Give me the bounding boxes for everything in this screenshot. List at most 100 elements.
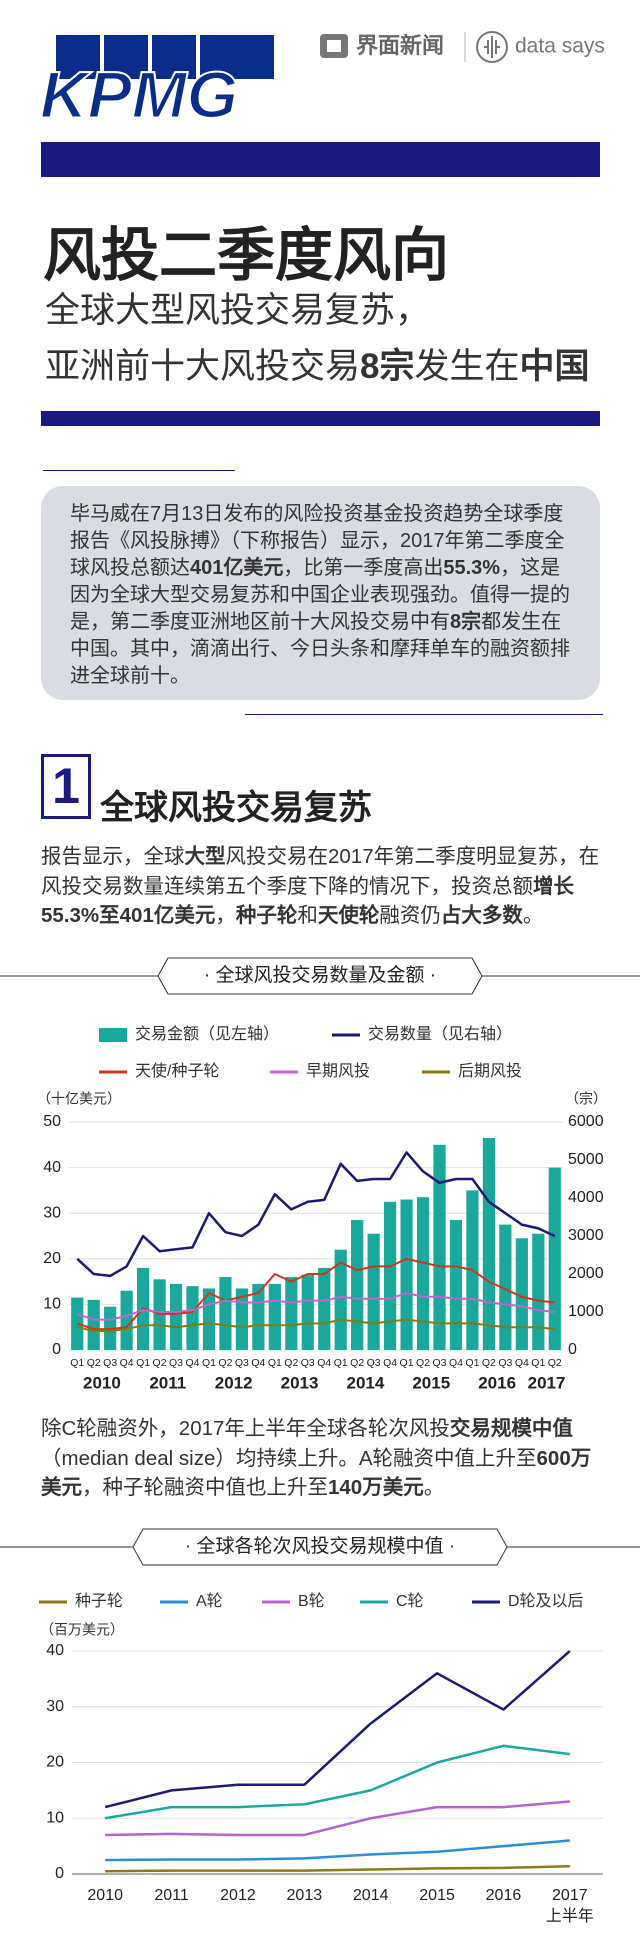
text-run: 毕马威在7月13日发布的风险投资基金投资趋势全球季度报告《风投脉搏》（下称报告）… — [70, 503, 565, 579]
year-label: 2016 — [478, 1373, 516, 1392]
banner-frame — [157, 957, 483, 995]
logo-text: KPMG — [40, 57, 238, 131]
y2-axis-label: （宗） — [565, 1091, 607, 1107]
x-tick-label: Q1 — [400, 1357, 414, 1369]
legend-label: 交易金额（见左轴） — [135, 1025, 279, 1043]
y2-tick-label: 2000 — [568, 1265, 604, 1282]
text-run: 除C轮融资外，2017年上半年全球各轮次风投 — [41, 1417, 450, 1440]
bar — [416, 1197, 430, 1350]
bar — [301, 1274, 314, 1350]
y-tick-label: 30 — [43, 1204, 61, 1221]
text-run: ，比第一季度高出 — [283, 557, 444, 579]
bar — [318, 1267, 331, 1350]
text-run: 风投交易在2017年第二季度明显复苏，在风投交易数量连续第五个季度下降的情况下，… — [41, 845, 600, 898]
year-label: 2017 — [528, 1373, 566, 1392]
y2-tick-label: 6000 — [568, 1113, 604, 1130]
paragraph: 除C轮融资外，2017年上半年全球各轮次风投交易规模中值 （median deal… — [41, 1414, 603, 1503]
year-label: 2014 — [346, 1373, 384, 1392]
text-run: 发生在 — [414, 347, 520, 386]
logo-block — [104, 35, 148, 79]
bar — [169, 1283, 183, 1350]
x-tick-label: Q2 — [218, 1357, 232, 1369]
series-line — [76, 1151, 556, 1278]
bar — [219, 1277, 232, 1350]
text-run: ， — [215, 904, 236, 928]
y2-tick-label: 5000 — [568, 1151, 604, 1168]
legend-label: D轮及以后 — [508, 1592, 584, 1610]
chart-title: · 全球风投交易数量及金额 · — [204, 964, 436, 986]
legend-label: B轮 — [298, 1592, 325, 1610]
text-run: 都发生在中国。其中，滴滴出行、今日头条和摩拜单车的融资额排进全球前十。 — [70, 611, 570, 687]
bar — [384, 1201, 397, 1350]
x-tick-label: Q4 — [317, 1357, 331, 1369]
bold-text: 大型 — [184, 845, 226, 868]
x-tick-label: 2017 — [552, 1887, 588, 1904]
x-tick-label: Q2 — [548, 1357, 562, 1369]
legend-label: 种子轮 — [75, 1592, 123, 1610]
bar — [186, 1286, 199, 1350]
y2-tick-label: 0 — [568, 1341, 577, 1358]
bar — [351, 1220, 364, 1350]
series-line — [77, 1318, 555, 1332]
bold-text: 增长55.3%至401亿美元 — [41, 874, 574, 928]
logo-block — [56, 35, 100, 79]
text-run: 融资仍 — [379, 904, 441, 928]
x-tick-label: 2010 — [87, 1887, 123, 1904]
legend-label: 早期风投 — [306, 1062, 370, 1080]
text-run: ，种子轮融资中值也上升至 — [82, 1476, 328, 1500]
series-line — [104, 1744, 570, 1820]
chart: · 全球风投交易数量及金额 · 交易金额（见左轴） 交易数量（见右轴） 天使/种子轮 早… — [0, 957, 640, 1392]
y-tick-label: 20 — [43, 1250, 61, 1267]
bar — [548, 1167, 561, 1350]
chart: · 全球各轮次风投交易规模中值 · 种子轮 A轮 B轮 C轮 D轮及以后 （百万美元） 0 10… — [0, 1528, 640, 1925]
year-label: 2010 — [83, 1373, 121, 1392]
x-tick-label: Q3 — [169, 1357, 183, 1369]
x-tick-label: 2013 — [287, 1887, 323, 1904]
y-tick-label: 40 — [46, 1642, 64, 1659]
bar — [515, 1238, 528, 1350]
x-tick-label: Q3 — [235, 1357, 249, 1369]
subtitle-line: 全球大型风投交易复苏， — [45, 282, 430, 333]
x-tick-label: Q4 — [515, 1357, 529, 1369]
x-tick-label: Q2 — [416, 1357, 430, 1369]
text-run: ，这是因为全球大型交易复苏和中国企业表现强劲。值得一提的是，第二季度亚洲地区前十… — [70, 557, 570, 633]
y2-tick-label: 4000 — [568, 1189, 604, 1206]
bar — [532, 1233, 545, 1350]
title: 风投二季度风向 — [43, 223, 450, 288]
logo-block — [200, 35, 274, 79]
logo-block — [152, 35, 196, 79]
band — [41, 411, 600, 426]
x-tick-note: 上半年 — [546, 1907, 594, 1925]
intro-box: 毕马威在7月13日发布的风险投资基金投资趋势全球季度报告《风投脉搏》（下称报告）… — [41, 486, 600, 700]
section-heading: 全球风投交易复苏 — [100, 789, 372, 827]
bold-text: 交易规模中值 — [449, 1417, 573, 1440]
bar — [334, 1249, 347, 1350]
y2-tick-label: 1000 — [568, 1303, 604, 1320]
x-tick-label: 2011 — [154, 1887, 189, 1904]
x-tick-label: Q1 — [70, 1357, 84, 1369]
text-run: 亚洲前十大风投交易 — [45, 347, 361, 386]
y-tick-label: 10 — [46, 1809, 64, 1826]
x-tick-label: Q1 — [531, 1357, 545, 1369]
header: KPMG 界面新闻 data says — [39, 31, 605, 177]
text-run: 。 — [423, 1476, 445, 1500]
x-tick-label: 2015 — [419, 1887, 455, 1904]
x-tick-label: Q3 — [301, 1357, 315, 1369]
bar — [499, 1224, 512, 1350]
x-tick-label: Q2 — [482, 1357, 496, 1369]
source-name: 界面新闻 — [356, 33, 444, 58]
series-line — [105, 1800, 570, 1837]
y-tick-label: 0 — [55, 1865, 64, 1882]
x-tick-label: Q4 — [251, 1357, 265, 1369]
brand-icon — [484, 36, 500, 58]
bar — [482, 1137, 495, 1350]
legend-swatch — [99, 1028, 127, 1042]
y-tick-label: 0 — [52, 1341, 61, 1358]
series-line — [76, 1257, 555, 1331]
x-tick-label: Q2 — [350, 1357, 364, 1369]
x-tick-label: Q1 — [268, 1357, 282, 1369]
text-run: （median deal size）均持续上升。A轮融资中值上升至 — [41, 1446, 537, 1470]
x-tick-label: Q4 — [120, 1357, 134, 1369]
x-tick-label: 2014 — [353, 1887, 389, 1904]
